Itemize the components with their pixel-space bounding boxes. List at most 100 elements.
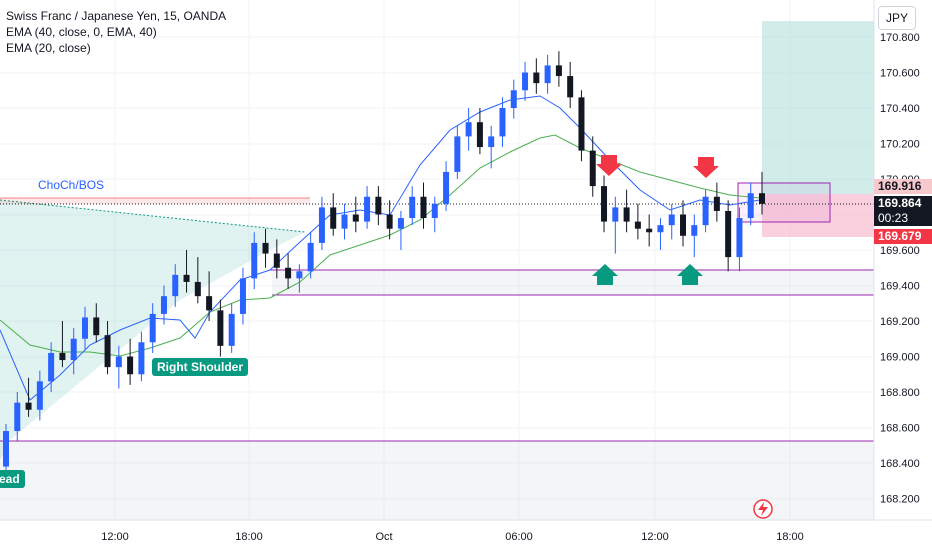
candle-body [25,402,32,410]
candle-body [48,352,55,382]
candle [352,196,359,233]
pattern-neckline [0,199,306,233]
candle-body [104,335,111,368]
stop-zone [762,194,874,237]
candle-body [160,296,167,314]
candle-body [172,274,179,297]
candle [217,299,224,357]
candle-body [533,72,540,84]
candle [149,303,156,353]
candle [296,264,303,293]
candle-body [454,136,461,172]
candle [138,331,145,382]
ema20-line [0,95,761,401]
candle-body [70,338,77,361]
candle [397,210,404,250]
candle [589,136,596,197]
legend-symbol[interactable]: Swiss Franc / Japanese Yen, 15, OANDA [6,9,227,23]
candle-body [285,267,292,279]
legend-ema40[interactable]: EMA (40, close, 0, EMA, 40) [6,25,157,39]
legend-ema20[interactable]: EMA (20, close) [6,41,91,55]
candle [273,239,280,279]
candle-body [601,186,608,222]
y-tick-label: 170.200 [880,139,920,151]
candle-body [443,171,450,204]
candle [759,171,765,215]
candle [465,108,472,151]
candle [578,90,585,162]
candle [691,214,698,258]
candle-body [341,214,348,229]
arrow-up-icon [592,264,618,285]
candle-body [352,214,359,222]
candle [307,232,314,279]
candle-body [217,310,224,346]
arrow-down-icon [596,155,622,176]
support-zone-upper [272,270,874,295]
candle-body [420,196,427,219]
candle [713,182,720,222]
candle-body [634,221,641,229]
current-price-label: 169.864 00:23 [874,196,932,226]
candle-body [544,65,551,84]
stop-price-label: 169.679 [874,229,932,244]
candle [104,321,111,375]
candle [702,189,709,233]
candle-body [386,214,393,229]
candle [443,161,450,211]
candle [420,182,427,229]
arrow-down-icon [693,157,719,178]
currency-button[interactable]: JPY [878,6,916,30]
candle [725,200,732,272]
right-shoulder-label: Right Shoulder [152,358,248,376]
candle [194,257,201,304]
candle [567,61,574,108]
candle-body [3,431,9,467]
candle-body [115,356,122,368]
candle [544,54,551,94]
candle-body [759,193,765,204]
candle-body [612,207,619,222]
candle-body [409,196,416,219]
candle [510,79,517,119]
candle [555,51,562,87]
candle-body [375,196,382,215]
x-tick-label: Oct [375,531,392,543]
x-tick-label: 18:00 [776,531,804,543]
y-tick-label: 169.200 [880,316,920,328]
candle [522,61,529,101]
lightning-icon[interactable] [753,499,773,519]
candle-body [567,76,574,98]
candle-body [81,317,88,339]
candle-body [510,90,517,108]
candle-body [589,150,596,187]
candle-body [364,196,371,222]
candle [364,186,371,229]
price-axis[interactable]: 170.800170.600170.400170.200170.000169.8… [880,32,920,506]
candle-body [149,313,156,343]
candle [115,345,122,389]
candle [375,186,382,226]
y-tick-label: 169.000 [880,352,920,364]
candle-body [668,214,675,226]
candle [330,193,337,236]
candle-body [680,214,687,236]
candle-body [691,225,698,236]
y-tick-label: 170.400 [880,103,920,115]
y-tick-label: 170.600 [880,68,920,80]
candle [341,203,348,240]
y-tick-label: 168.800 [880,387,920,399]
candle [228,303,235,353]
candle-body [725,210,732,258]
candle [386,200,393,240]
time-axis[interactable]: 12:00 18:00 Oct 06:00 12:00 18:00 [101,531,804,543]
candle-body [736,218,743,258]
y-tick-label: 168.200 [880,494,920,506]
support-zone-lower [0,441,874,521]
candle-body [127,356,134,375]
candle [160,285,167,325]
chart-legend: Swiss Franc / Japanese Yen, 15, OANDA EM… [6,8,226,56]
bar-countdown: 00:23 [878,211,909,225]
